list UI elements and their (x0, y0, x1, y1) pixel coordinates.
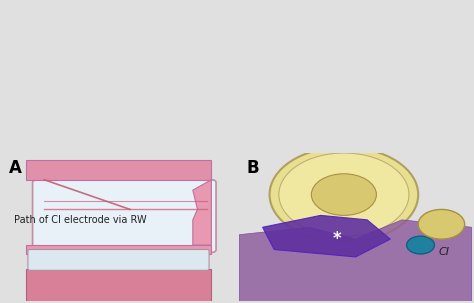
Text: A: A (9, 159, 22, 177)
Polygon shape (26, 269, 211, 301)
Circle shape (279, 153, 409, 236)
Circle shape (270, 147, 418, 242)
Text: B: B (246, 159, 259, 177)
Circle shape (407, 236, 435, 254)
Text: CI: CI (438, 248, 449, 258)
Circle shape (418, 209, 465, 239)
Polygon shape (263, 215, 390, 257)
Circle shape (311, 174, 376, 215)
FancyBboxPatch shape (28, 250, 209, 270)
Polygon shape (193, 180, 211, 245)
Text: *: * (333, 230, 341, 248)
Polygon shape (239, 220, 472, 301)
FancyBboxPatch shape (33, 180, 216, 252)
Polygon shape (26, 161, 211, 180)
Text: Path of CI electrode via RW: Path of CI electrode via RW (14, 215, 146, 225)
Polygon shape (26, 245, 211, 254)
